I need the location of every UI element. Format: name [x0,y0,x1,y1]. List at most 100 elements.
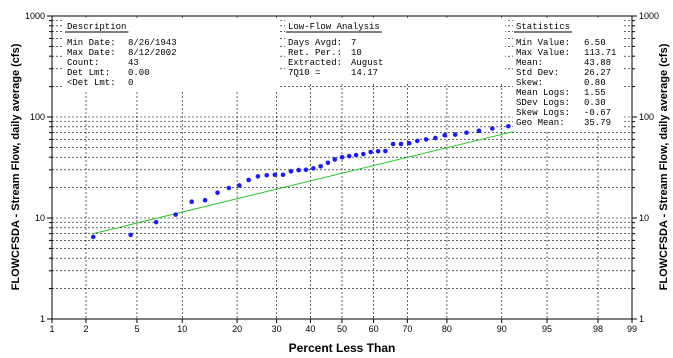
y-tick-label-right: 100 [639,112,654,122]
panel-row-value: 0.00 [128,68,150,78]
panel-row-label: Max Value: [516,48,570,58]
panel-row-value: 14.17 [351,68,378,78]
data-point [255,174,261,179]
panel-row-label: Min Date: [67,38,116,48]
data-point [173,212,178,217]
panel-row-label: SDev Logs: [516,98,570,108]
data-point [390,141,396,147]
data-point [361,151,366,157]
y-axis-label-right: FLOWCFSDA - Stream Flow, daily average (… [658,43,670,290]
data-point [476,128,482,134]
panel-row-value: 10 [351,48,362,58]
panel-row-value: 7 [351,38,356,48]
data-point [406,140,412,146]
panel-background [513,19,624,132]
data-point [506,123,511,129]
panel-row-label: Days Avgd: [288,38,342,48]
x-tick-label: 95 [542,324,552,334]
panel-background [285,19,505,82]
panel-row-value: 113.71 [584,48,616,58]
x-tick-label: 30 [272,324,282,334]
x-tick-label: 80 [442,324,452,334]
data-point [346,153,352,159]
panel-row-label: Mean: [516,58,543,68]
x-tick-label: 10 [177,324,187,334]
panel-row-label: Det Lmt: [67,68,110,78]
y-tick-label-right: 1 [639,314,644,324]
panel-row-label: 7Q10 = [288,68,320,78]
panel-title: Low-Flow Analysis [288,22,380,32]
data-point [489,126,495,131]
data-point [202,197,208,203]
panel-row-value: 43.88 [584,58,611,68]
panel-row-value: August [351,58,383,68]
data-point [332,157,338,162]
data-point [423,137,429,142]
stat-panels: Description Min Date: 8/26/1943 Max Date: 8/… [64,19,624,132]
x-tick-label: 5 [134,324,139,334]
x-tick-label: 98 [593,324,603,334]
data-point [288,168,294,174]
panel-row-value: 8/12/2002 [128,48,177,58]
panel-row-value: 8/26/1943 [128,38,177,48]
data-point [264,172,270,178]
data-point [442,132,448,138]
y-tick-label-right: 1000 [639,11,659,21]
panel-row-label: Count: [67,58,99,68]
x-tick-label: 1 [49,324,54,334]
x-tick-labels: 1 2 5 10 20 30 40 50 60 70 80 90 95 98 99 [49,324,637,334]
lowflow-panel: Low-Flow Analysis Days Avgd: 7 Ret. Per.: 10… [285,19,505,82]
panel-row-value: -0.67 [584,108,611,118]
panel-row-value: 26.27 [584,68,611,78]
panel-row-label: Min Value: [516,38,570,48]
data-point [383,148,388,154]
x-tick-label: 2 [83,324,88,334]
y-axis-label-left: FLOWCFSDA - Stream Flow, daily average (… [10,43,22,290]
x-tick-label: 70 [402,324,412,334]
data-point [296,167,301,173]
x-tick-label: 99 [627,324,637,334]
x-tick-label: 20 [232,324,242,334]
data-point [318,163,323,169]
y-tick-label-left: 100 [30,112,45,122]
data-point [246,177,251,183]
data-point [398,141,404,147]
panel-row-value: 43 [128,58,139,68]
axes [47,15,637,323]
y-tick-label-right: 10 [639,213,649,223]
data-point [339,154,345,160]
data-point [303,167,309,173]
y-tick-label-left: 1000 [25,11,45,21]
y-tick-label-left: 10 [35,213,45,223]
data-point [325,160,331,166]
data-point [311,166,316,171]
data-point [226,185,232,191]
panel-row-label: Mean Logs: [516,88,570,98]
data-point [353,152,359,158]
data-points [90,109,594,240]
panel-row-label: Geo Mean: [516,118,565,128]
x-tick-label: 60 [369,324,379,334]
data-point [433,135,438,141]
panel-title: Statistics [516,22,570,32]
x-tick-label: 90 [497,324,507,334]
panel-row-label: Skew: [516,78,543,88]
data-point [215,190,220,196]
data-point [368,149,373,155]
data-point [236,183,242,188]
data-point [452,132,458,137]
panel-row-value: 0.30 [584,98,606,108]
panel-row-label: Std Dev: [516,68,559,78]
panel-row-value: 0 [128,78,133,88]
panel-background [64,19,279,92]
data-point [189,199,195,205]
statistics-panel: Statistics Min Value: 6.50 Max Value: 113.71… [513,19,624,132]
panel-title: Description [67,22,126,32]
data-point [414,138,420,144]
data-point [280,172,286,178]
panel-row-value: 1.55 [584,88,606,98]
data-point [153,219,159,225]
panel-row-value: 35.79 [584,118,611,128]
